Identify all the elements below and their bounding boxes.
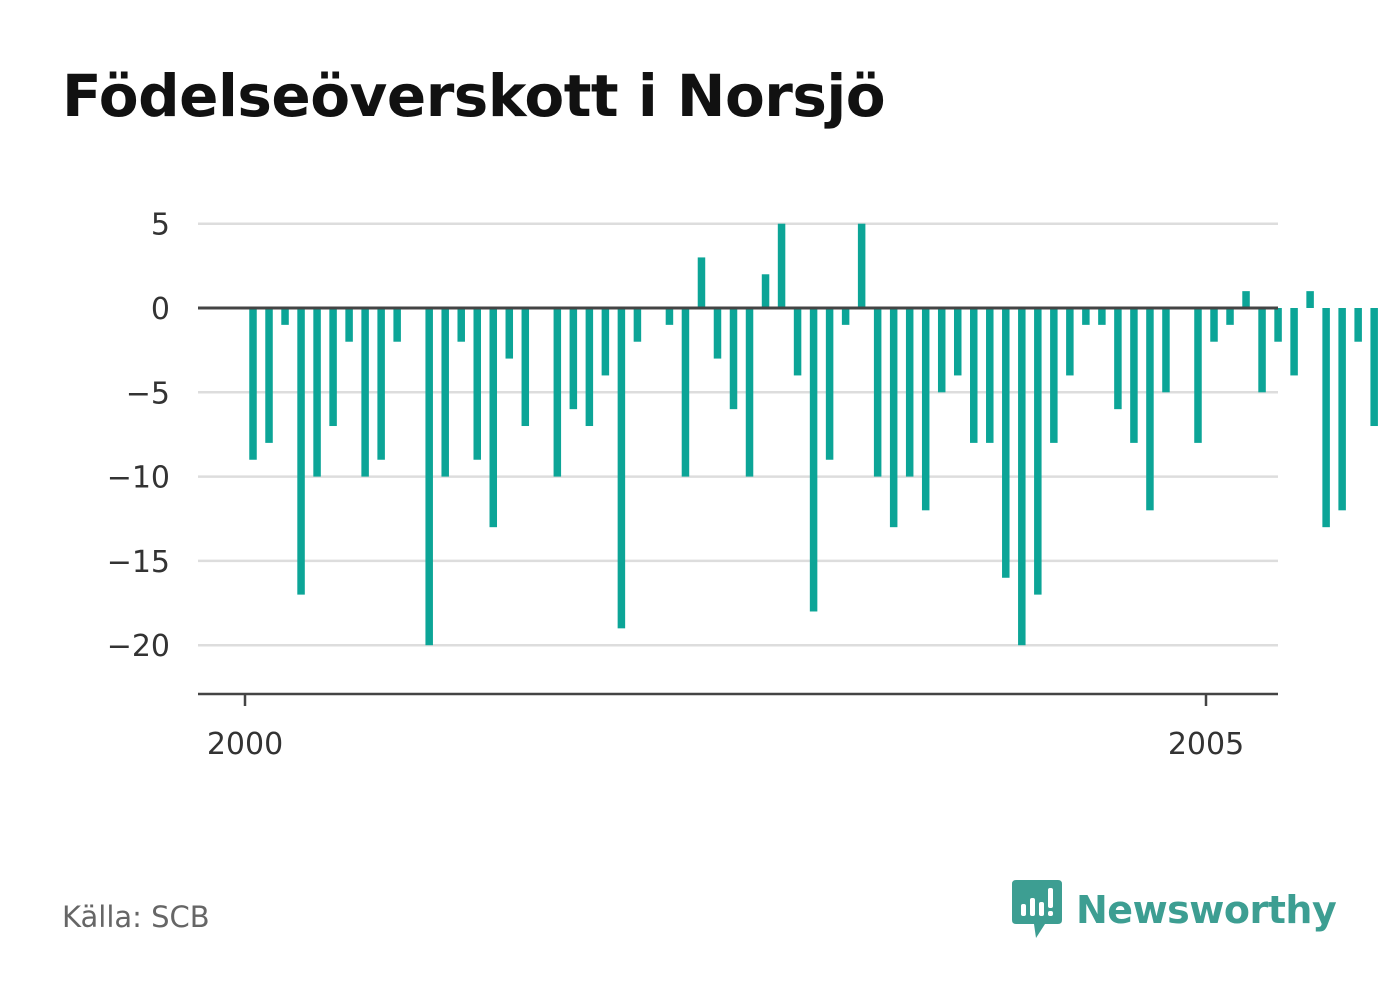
bar bbox=[265, 308, 273, 443]
bar bbox=[745, 308, 754, 477]
bar bbox=[1274, 308, 1282, 342]
bar bbox=[457, 308, 465, 342]
bar bbox=[1066, 308, 1074, 376]
bar bbox=[857, 223, 866, 308]
x-axis-labels: 200020052010201520202025 bbox=[207, 727, 1244, 762]
bar bbox=[1322, 308, 1330, 528]
brand-name: Newsworthy bbox=[1076, 888, 1337, 932]
source-label: Källa: SCB bbox=[62, 900, 210, 934]
bar bbox=[921, 308, 930, 511]
bar bbox=[1050, 308, 1058, 443]
bar bbox=[329, 308, 337, 427]
bar bbox=[473, 308, 481, 460]
bar bbox=[1034, 308, 1042, 595]
y-tick-label: −15 bbox=[107, 545, 170, 580]
bar bbox=[825, 308, 834, 460]
bar bbox=[1130, 308, 1138, 443]
bar bbox=[761, 274, 770, 308]
y-tick-label: 5 bbox=[151, 208, 170, 243]
bar bbox=[297, 308, 305, 595]
grid-lines bbox=[198, 222, 1278, 647]
bar bbox=[489, 308, 498, 528]
x-tick-label: 2000 bbox=[207, 727, 283, 762]
y-tick-label: −20 bbox=[107, 629, 170, 664]
bar bbox=[970, 308, 978, 443]
bar bbox=[313, 308, 321, 477]
bar bbox=[1114, 308, 1122, 410]
bar bbox=[809, 308, 818, 612]
bar bbox=[793, 308, 802, 376]
bar bbox=[937, 308, 946, 393]
bar bbox=[1242, 291, 1250, 308]
bar bbox=[425, 308, 433, 646]
bar bbox=[1098, 308, 1106, 325]
bar bbox=[569, 308, 578, 410]
bar bbox=[1146, 308, 1154, 511]
bar bbox=[393, 308, 401, 342]
bar-chart-speech-bubble-icon bbox=[1012, 880, 1062, 938]
bar bbox=[345, 308, 353, 342]
bar bbox=[713, 308, 722, 359]
bars bbox=[249, 223, 1378, 646]
bar bbox=[553, 308, 562, 477]
bar bbox=[681, 308, 690, 477]
bar bbox=[1306, 291, 1314, 308]
bar bbox=[1370, 308, 1378, 427]
bar bbox=[585, 308, 594, 427]
bar bbox=[249, 308, 257, 460]
bar bbox=[1194, 308, 1202, 443]
bar bbox=[953, 308, 962, 376]
bar bbox=[1162, 308, 1170, 393]
bar bbox=[617, 308, 626, 629]
bar bbox=[1002, 308, 1010, 578]
bar bbox=[633, 308, 642, 342]
chart-title: Födelseöverskott i Norsjö bbox=[62, 62, 886, 130]
bar bbox=[665, 308, 674, 325]
bar bbox=[361, 308, 369, 477]
bar bbox=[729, 308, 738, 410]
x-tick-label: 2005 bbox=[1168, 727, 1244, 762]
bar bbox=[441, 308, 449, 477]
bar bbox=[841, 308, 850, 325]
y-axis-labels: 5 0 −5 −10 −15 −20 bbox=[107, 208, 170, 665]
bar bbox=[281, 308, 289, 325]
bar bbox=[1290, 308, 1298, 376]
bar bbox=[889, 308, 898, 528]
bar bbox=[1018, 308, 1026, 646]
y-tick-label: −5 bbox=[126, 376, 170, 411]
brand-logo[interactable]: Newsworthy bbox=[1012, 880, 1337, 940]
bar bbox=[873, 308, 882, 477]
bar bbox=[777, 223, 786, 308]
y-tick-label: −10 bbox=[107, 461, 170, 496]
bar bbox=[697, 257, 706, 308]
x-axis bbox=[198, 692, 1278, 706]
bar bbox=[1354, 308, 1362, 342]
bar-chart: 50−5−10−15−20 200020052010201520202025 bbox=[107, 208, 1378, 762]
bar bbox=[986, 308, 994, 443]
bar bbox=[1338, 308, 1346, 511]
bar bbox=[1210, 308, 1218, 342]
bar bbox=[1226, 308, 1234, 325]
bar bbox=[521, 308, 530, 427]
bar bbox=[1082, 308, 1090, 325]
y-tick-label: 0 bbox=[151, 292, 170, 327]
bar bbox=[505, 308, 514, 359]
bar bbox=[905, 308, 914, 477]
bar bbox=[377, 308, 385, 460]
bar bbox=[601, 308, 610, 376]
bar bbox=[1258, 308, 1266, 393]
